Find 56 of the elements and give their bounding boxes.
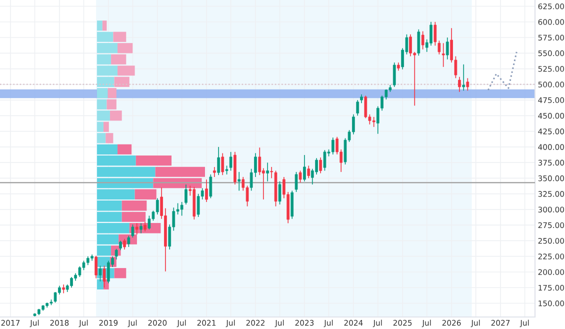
candlestick (156, 198, 159, 215)
candlestick (319, 157, 322, 174)
candlestick (94, 255, 98, 279)
candlestick (298, 170, 302, 183)
candlestick (184, 184, 188, 205)
candlestick (37, 309, 40, 314)
candlestick (140, 222, 142, 234)
candlestick (102, 265, 106, 288)
candlestick (213, 166, 216, 178)
candlestick (107, 260, 110, 284)
candlestick (217, 146, 220, 176)
candlestick (114, 248, 118, 260)
candlestick (430, 21, 432, 46)
candlestick (421, 30, 424, 50)
candlestick (180, 202, 184, 216)
candlestick (127, 235, 130, 248)
candlestick (438, 40, 441, 55)
candlestick (434, 21, 437, 46)
candlestick (221, 152, 224, 176)
candlestick (417, 28, 420, 56)
candlestick (229, 152, 232, 172)
candlestick (466, 78, 470, 92)
candlestick (144, 222, 146, 232)
candlestick (307, 165, 310, 179)
candlestick (323, 150, 326, 172)
candlestick (54, 292, 57, 304)
candlestick (148, 215, 151, 230)
candlestick (209, 174, 212, 199)
candlestick (131, 224, 134, 238)
candlestick (462, 64, 466, 92)
candlestick (205, 179, 208, 202)
candlestick (356, 100, 360, 116)
candlestick (70, 276, 73, 288)
candlestick (258, 147, 262, 176)
candlestick (303, 154, 306, 182)
candlestick (123, 238, 126, 250)
candlestick (119, 240, 122, 251)
candlestick (372, 116, 376, 128)
bar (102, 20, 107, 31)
candlestick (294, 172, 298, 192)
candlestick (315, 158, 318, 175)
candlestick (196, 193, 200, 218)
candlestick (135, 222, 138, 235)
candlestick (78, 266, 82, 278)
candlestick (278, 180, 282, 205)
bar (118, 144, 132, 154)
candlestick (238, 172, 241, 192)
line-series (487, 51, 518, 91)
candlestick (446, 37, 449, 60)
candlestick (290, 190, 294, 220)
candlestick (409, 34, 412, 57)
candlestick (364, 95, 368, 119)
candlestick (266, 162, 269, 182)
candlestick (442, 42, 445, 68)
candlestick (392, 62, 396, 88)
candlestick (458, 76, 461, 92)
